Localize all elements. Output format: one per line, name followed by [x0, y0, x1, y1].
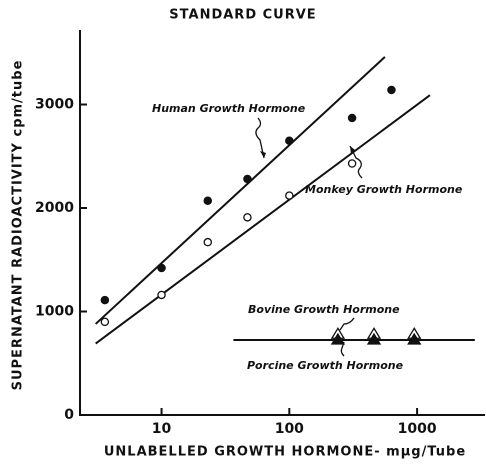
- point: [366, 332, 382, 345]
- y-axis-label: SUPERNATANT RADIOACTIVITY cpm/tube: [11, 60, 26, 391]
- annotation: Bovine Growth Hormone: [248, 303, 400, 316]
- point: [203, 196, 213, 206]
- point: [387, 85, 396, 95]
- annotation: Porcine Growth Hormone: [247, 359, 404, 372]
- x-tick-label: 1000: [398, 421, 437, 437]
- x-axis-label: UNLABELLED GROWTH HORMONE- mμg/Tube: [104, 445, 466, 460]
- point: [347, 159, 357, 168]
- arrow-head: [350, 146, 355, 154]
- fit-line: [95, 94, 431, 345]
- arrow: [255, 117, 265, 159]
- point: [330, 332, 346, 345]
- x-tick-label: 100: [275, 421, 304, 437]
- point: [243, 213, 252, 222]
- y-tick-label: 1000: [35, 304, 74, 320]
- y-tick-label: 2000: [35, 200, 74, 216]
- point: [157, 263, 166, 273]
- arrow: [349, 145, 363, 179]
- arrow: [339, 317, 355, 331]
- fit-line: [94, 56, 386, 325]
- point: [157, 290, 166, 300]
- point: [285, 191, 294, 200]
- arrow: [340, 341, 345, 357]
- point: [243, 174, 252, 184]
- point: [100, 317, 110, 327]
- y-tick-label: 0: [64, 407, 74, 423]
- point: [347, 113, 357, 123]
- arrow-head: [260, 151, 266, 158]
- annotation: Monkey Growth Hormone: [305, 183, 463, 196]
- point: [285, 136, 294, 145]
- point: [203, 237, 213, 247]
- point: [407, 332, 422, 345]
- x-tick-label: 10: [152, 421, 172, 437]
- chart-title: STANDARD CURVE: [169, 8, 316, 23]
- point: [100, 295, 110, 305]
- annotation: Human Growth Hormone: [152, 102, 306, 115]
- y-tick-label: 3000: [35, 97, 74, 113]
